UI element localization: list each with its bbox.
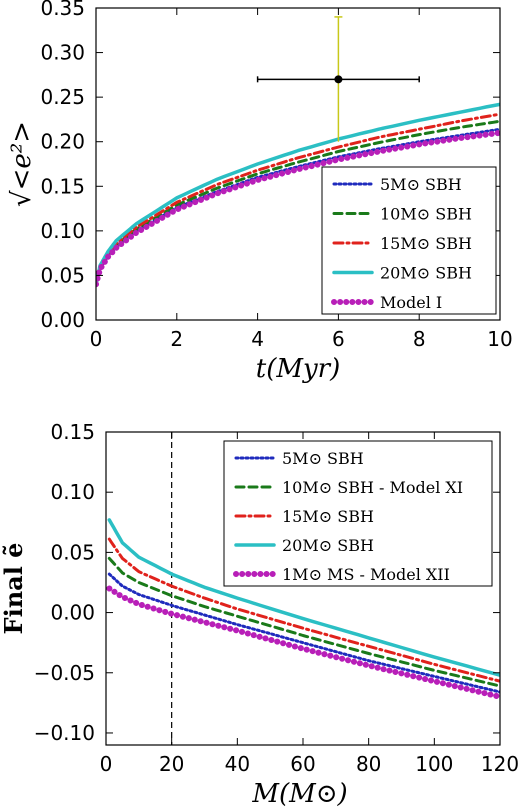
y-axis-label: √<e²> (7, 121, 37, 207)
series-line-4 (96, 129, 500, 288)
legend-label-0: 5M⊙ SBH (380, 175, 462, 194)
x-tick-label: 60 (290, 752, 315, 776)
legend-label-3: 20M⊙ SBH (380, 264, 472, 283)
x-tick-label: 120 (481, 752, 519, 776)
y-tick-label: 0.20 (40, 130, 85, 154)
legend-label-3: 20M⊙ SBH (282, 536, 374, 555)
x-tick-label: 40 (225, 752, 250, 776)
y-tick-label: 0.00 (50, 601, 95, 625)
x-tick-label: 2 (170, 327, 183, 351)
legend-label-1: 10M⊙ SBH - Model XI (282, 478, 463, 497)
y-tick-label: 0.30 (40, 41, 85, 65)
series-line-2 (107, 537, 500, 683)
series-line-4 (106, 585, 500, 700)
y-tick-label: 0.15 (50, 420, 95, 444)
legend-label-2: 15M⊙ SBH (282, 507, 374, 526)
bottom-chart: 0 20 40 60 80 100 120 −0.10 −0.05 0.00 0.05 0.10 0.1… (0, 420, 519, 808)
legend: 5M⊙ SBH 10M⊙ SBH 15M⊙ SBH 20M⊙ SBH Model I (321, 166, 497, 315)
top-chart: 0 2 4 6 8 10 0.00 0.05 0.10 0.15 0.20 0.25 0.30 0.35 t… (7, 0, 513, 384)
series-line-1 (107, 556, 500, 688)
plot-area (106, 432, 500, 745)
legend-label-4: Model I (380, 293, 442, 312)
x-tick-label: 10 (487, 327, 512, 351)
y-tick-label: 0.15 (40, 174, 85, 198)
x-tick-label: 0 (100, 752, 113, 776)
legend-label-2: 15M⊙ SBH (380, 234, 472, 253)
x-tick-label: 0 (90, 327, 103, 351)
legend-label-4: 1M⊙ MS - Model XII (282, 565, 450, 584)
legend-box (223, 440, 493, 587)
legend-label-0: 5M⊙ SBH (282, 449, 364, 468)
series-line-3 (107, 518, 500, 677)
x-tick-label: 4 (251, 327, 264, 351)
y-tick-label: 0.10 (50, 480, 95, 504)
legend-label-1: 10M⊙ SBH (380, 205, 472, 224)
x-tick-label: 20 (159, 752, 184, 776)
series-line-2 (96, 112, 500, 286)
series-line-3 (96, 102, 500, 287)
x-tick-label: 100 (415, 752, 453, 776)
x-axis-label: t(Myr) (256, 354, 340, 384)
x-tick-label: 6 (332, 327, 345, 351)
y-axis-label: Final ẽ (0, 543, 28, 635)
x-axis-label: M(M⊙) (251, 779, 347, 808)
x-tick-label: 80 (356, 752, 381, 776)
x-tick-label: 8 (413, 327, 426, 351)
legend-box (321, 166, 497, 315)
y-tick-label: 0.00 (40, 308, 85, 332)
y-tick-label: 0.05 (40, 263, 85, 287)
y-tick-label: 0.35 (40, 0, 85, 20)
data-point (334, 75, 343, 84)
legend: 5M⊙ SBH 10M⊙ SBH - Model XI 15M⊙ SBH 20M⊙ S… (223, 440, 493, 587)
y-tick-label: −0.05 (34, 661, 95, 685)
axes-frame (95, 7, 501, 321)
y-tick-label: 0.05 (50, 540, 95, 564)
series-line-0 (107, 572, 500, 694)
y-tick-label: −0.10 (34, 721, 95, 745)
y-tick-label: 0.25 (40, 85, 85, 109)
y-tick-label: 0.10 (40, 219, 85, 243)
plot-area (96, 16, 500, 288)
